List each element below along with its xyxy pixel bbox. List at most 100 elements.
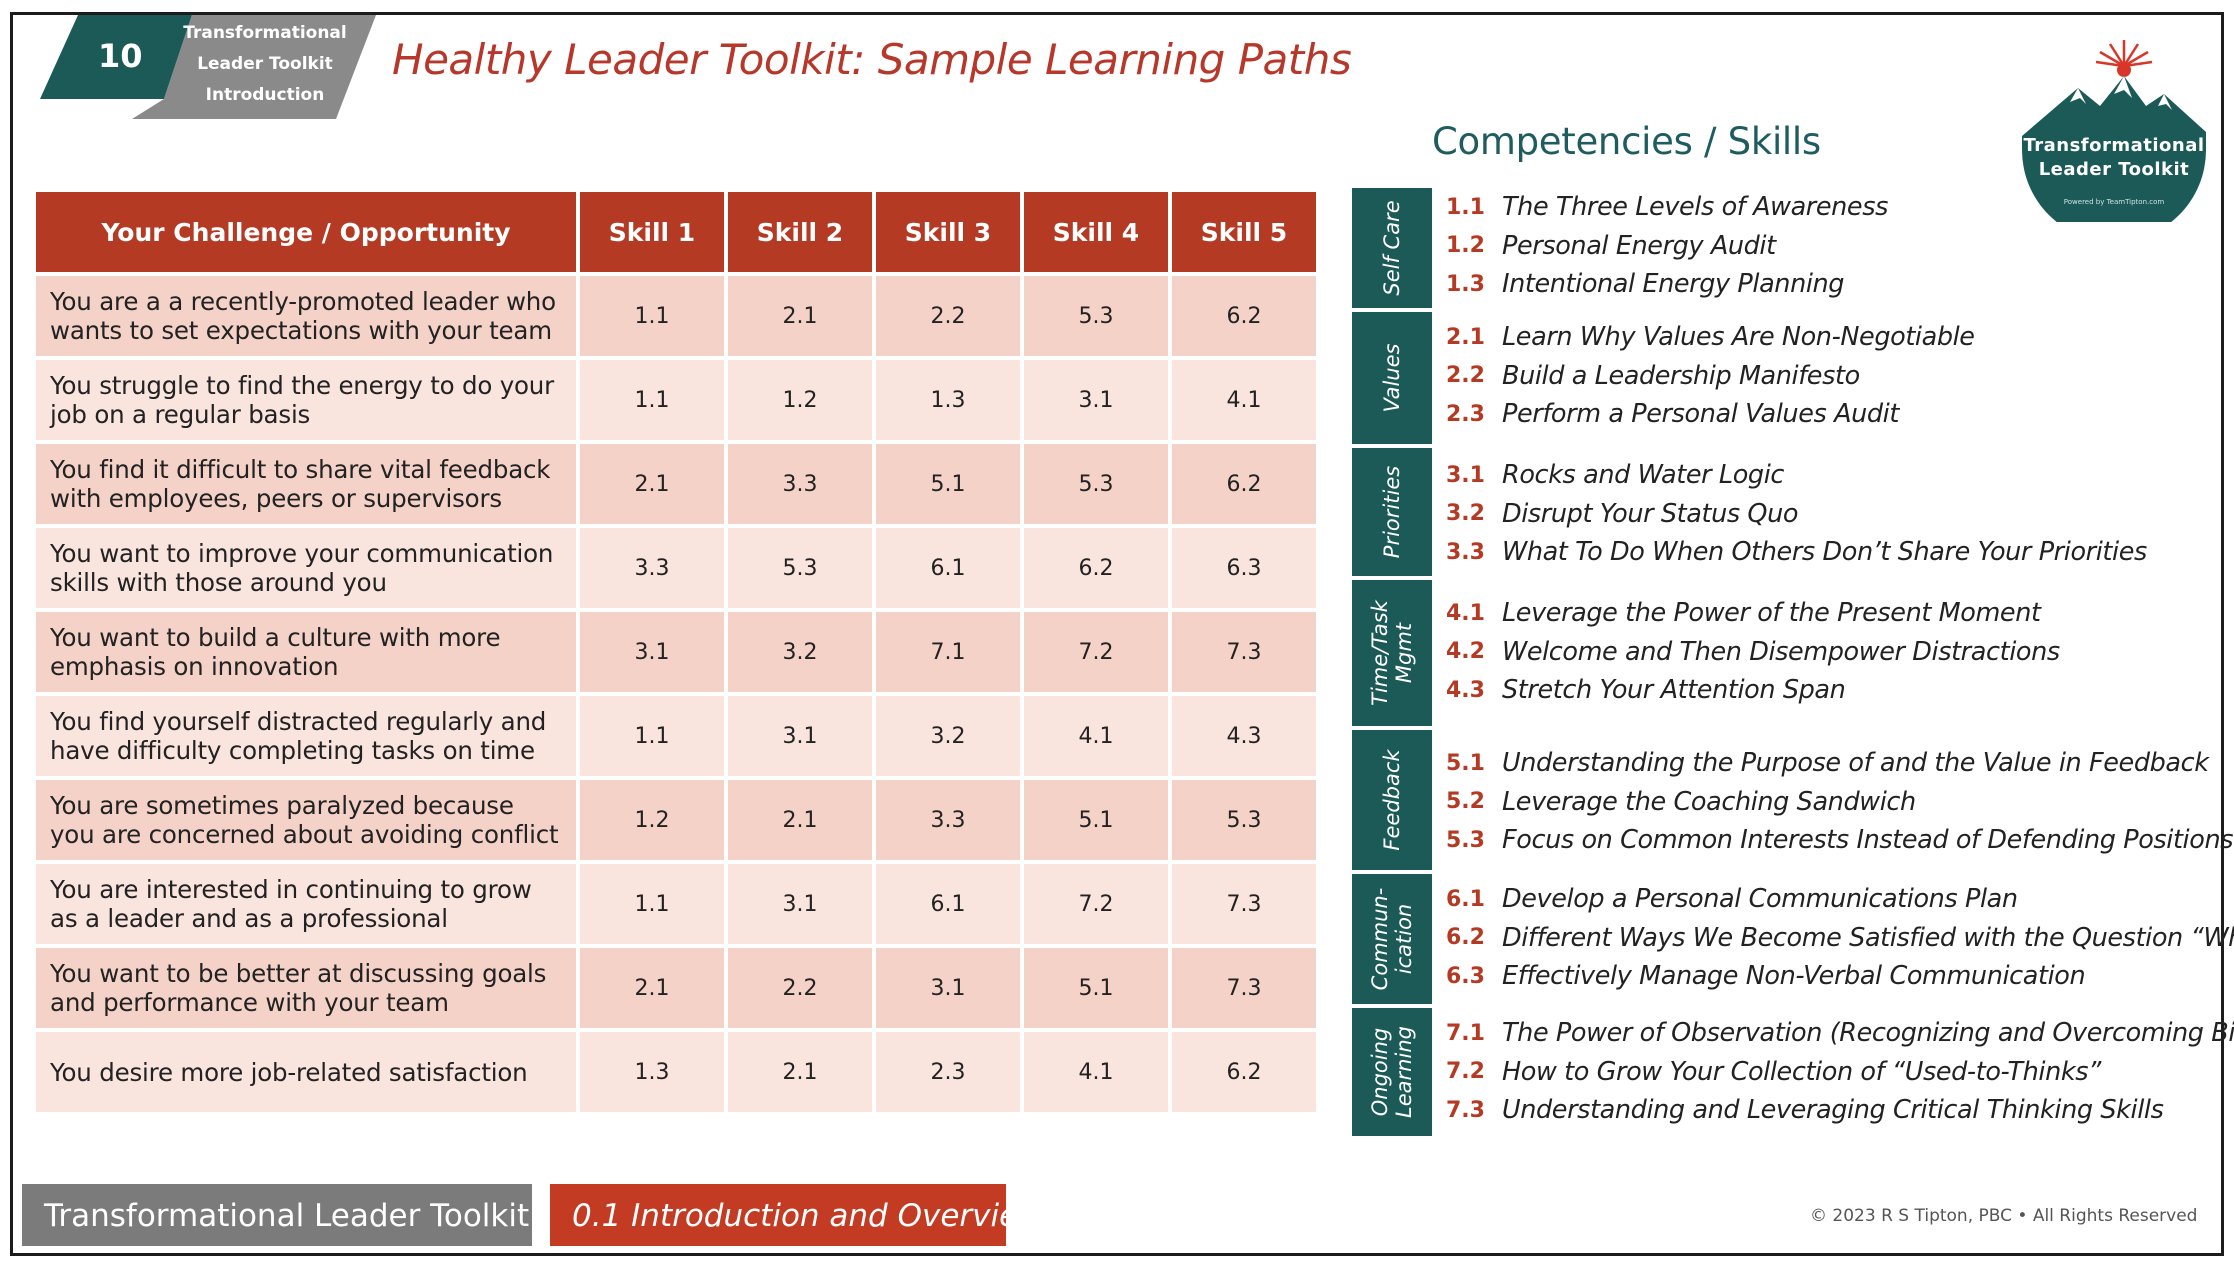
skill-code: 2.2 <box>1446 363 1485 389</box>
logo-text: Transformational Leader Toolkit <box>2023 135 2205 180</box>
skill-cell: 5.3 <box>1024 444 1168 524</box>
skill-item: 1.3 Intentional Energy Planning <box>1432 265 2212 304</box>
skill-code: 1.1 <box>1446 194 1485 220</box>
skill-code: 1.3 <box>1446 271 1485 297</box>
skill-cell: 1.3 <box>876 360 1020 440</box>
skill-name: The Three Levels of Awareness <box>1502 192 1888 223</box>
table-row: You are interested in continuing to grow… <box>36 864 1316 944</box>
table-header-row: Your Challenge / Opportunity Skill 1 Ski… <box>36 192 1316 272</box>
skill-cell: 7.3 <box>1172 612 1316 692</box>
group-tab: Self Care <box>1352 188 1432 308</box>
group-tab: Ongoing Learning <box>1352 1008 1432 1136</box>
skill-cell: 3.2 <box>876 696 1020 776</box>
competency-group-time-task-mgmt: Time/Task Mgmt 4.1 Leverage the Power of … <box>1352 580 2212 726</box>
column-header-challenge: Your Challenge / Opportunity <box>36 192 576 272</box>
skill-cell: 3.2 <box>728 612 872 692</box>
skill-item: 3.1 Rocks and Water Logic <box>1432 456 2212 495</box>
skill-item: 6.1 Develop a Personal Communications Pla… <box>1432 880 2234 919</box>
skill-cell: 4.1 <box>1024 1032 1168 1112</box>
skill-item: 3.2 Disrupt Your Status Quo <box>1432 495 2212 534</box>
skill-name: Disrupt Your Status Quo <box>1502 498 1799 529</box>
column-header-skill-2: Skill 2 <box>728 192 872 272</box>
skill-cell: 7.2 <box>1024 612 1168 692</box>
skill-cell: 6.2 <box>1172 276 1316 356</box>
table-row: You find yourself distracted regularly a… <box>36 696 1316 776</box>
skill-cell: 4.1 <box>1172 360 1316 440</box>
skill-name: Develop a Personal Communications Plan <box>1502 884 2018 915</box>
skill-name: Personal Energy Audit <box>1502 230 1776 261</box>
skill-name: How to Grow Your Collection of “Used-to-… <box>1502 1056 2101 1087</box>
skill-name: Leverage the Power of the Present Moment <box>1502 598 2041 629</box>
skill-cell: 7.1 <box>876 612 1020 692</box>
skill-name: Intentional Energy Planning <box>1502 269 1845 300</box>
skill-cell: 3.1 <box>580 612 724 692</box>
skill-code: 7.2 <box>1446 1059 1485 1085</box>
skill-cell: 7.3 <box>1172 864 1316 944</box>
skill-code: 5.3 <box>1446 827 1485 853</box>
skill-name: Stretch Your Attention Span <box>1502 675 1846 706</box>
skill-name: Build a Leadership Manifesto <box>1502 360 1860 391</box>
skill-cell: 1.2 <box>580 780 724 860</box>
page-title: Healthy Leader Toolkit: Sample Learning … <box>392 35 1352 84</box>
skill-cell: 5.3 <box>1172 780 1316 860</box>
skill-code: 4.2 <box>1446 639 1485 665</box>
competencies-title: Competencies / Skills <box>1432 120 1821 163</box>
group-tab: Commun- ication <box>1352 874 1432 1004</box>
group-tab: Priorities <box>1352 448 1432 576</box>
table-row: You want to improve your communication s… <box>36 528 1316 608</box>
competency-group-priorities: Priorities 3.1 Rocks and Water Logic 3.2 D… <box>1352 448 2212 576</box>
skill-cell: 6.2 <box>1172 1032 1316 1112</box>
skill-code: 4.3 <box>1446 677 1485 703</box>
skill-cell: 4.1 <box>1024 696 1168 776</box>
skill-code: 1.2 <box>1446 233 1485 259</box>
table-row: You want to build a culture with more em… <box>36 612 1316 692</box>
logo-subtext: Powered by TeamTipton.com <box>2063 198 2165 206</box>
skill-name: Welcome and Then Disempower Distractions <box>1502 636 2060 667</box>
section-number-badge: 10 <box>40 15 376 119</box>
challenge-cell: You want to build a culture with more em… <box>36 612 576 692</box>
competency-groups: Self Care 1.1 The Three Levels of Awarene… <box>1352 188 2234 1140</box>
skill-code: 2.3 <box>1446 401 1485 427</box>
skill-cell: 1.1 <box>580 696 724 776</box>
skill-cell: 3.1 <box>1024 360 1168 440</box>
skill-item: 5.3 Focus on Common Interests Instead of … <box>1432 821 2234 860</box>
skill-code: 7.1 <box>1446 1020 1485 1046</box>
skill-name: Effectively Manage Non-Verbal Communicat… <box>1502 961 2086 992</box>
competency-group-self-care: Self Care 1.1 The Three Levels of Awarene… <box>1352 188 2212 308</box>
table-row: You struggle to find the energy to do yo… <box>36 360 1316 440</box>
skill-cell: 2.2 <box>728 948 872 1028</box>
learning-paths-table: Your Challenge / Opportunity Skill 1 Ski… <box>32 188 1320 1116</box>
group-tab: Values <box>1352 312 1432 444</box>
skill-cell: 7.3 <box>1172 948 1316 1028</box>
skill-code: 6.3 <box>1446 963 1485 989</box>
skill-item: 6.3 Effectively Manage Non-Verbal Communi… <box>1432 957 2234 996</box>
skill-item: 7.3 Understanding and Leveraging Critical… <box>1432 1091 2234 1130</box>
skill-item: 2.2 Build a Leadership Manifesto <box>1432 357 2212 396</box>
skill-item: 7.1 The Power of Observation (Recognizing… <box>1432 1014 2234 1053</box>
skill-item: 4.1 Leverage the Power of the Present Mom… <box>1432 594 2212 633</box>
skill-item: 5.1 Understanding the Purpose of and the … <box>1432 744 2233 783</box>
copyright-notice: © 2023 R S Tipton, PBC • All Rights Rese… <box>1810 1206 2198 1226</box>
skill-cell: 1.1 <box>580 864 724 944</box>
challenge-cell: You are sometimes paralyzed because you … <box>36 780 576 860</box>
skill-name: Different Ways We Become Satisfied with … <box>1502 922 2234 953</box>
group-items: 7.1 The Power of Observation (Recognizing… <box>1432 1008 2234 1136</box>
challenge-cell: You are interested in continuing to grow… <box>36 864 576 944</box>
slide-frame <box>10 12 2224 1256</box>
skill-cell: 6.3 <box>1172 528 1316 608</box>
skill-name: What To Do When Others Don’t Share Your … <box>1502 537 2147 568</box>
challenge-cell: You want to be better at discussing goal… <box>36 948 576 1028</box>
toolkit-logo <box>2014 32 2214 242</box>
skill-code: 6.1 <box>1446 886 1485 912</box>
challenge-cell: You desire more job-related satisfaction <box>36 1032 576 1112</box>
challenge-cell: You find yourself distracted regularly a… <box>36 696 576 776</box>
skill-item: 1.1 The Three Levels of Awareness <box>1432 188 2212 227</box>
group-label: Feedback <box>1380 749 1404 851</box>
table-row: You are sometimes paralyzed because you … <box>36 780 1316 860</box>
challenge-cell: You struggle to find the energy to do yo… <box>36 360 576 440</box>
challenge-cell: You find it difficult to share vital fee… <box>36 444 576 524</box>
column-header-skill-5: Skill 5 <box>1172 192 1316 272</box>
skill-name: Learn Why Values Are Non-Negotiable <box>1502 322 1975 353</box>
skill-cell: 4.3 <box>1172 696 1316 776</box>
footer-toolkit-label: Transformational Leader Toolkit <box>22 1184 532 1246</box>
